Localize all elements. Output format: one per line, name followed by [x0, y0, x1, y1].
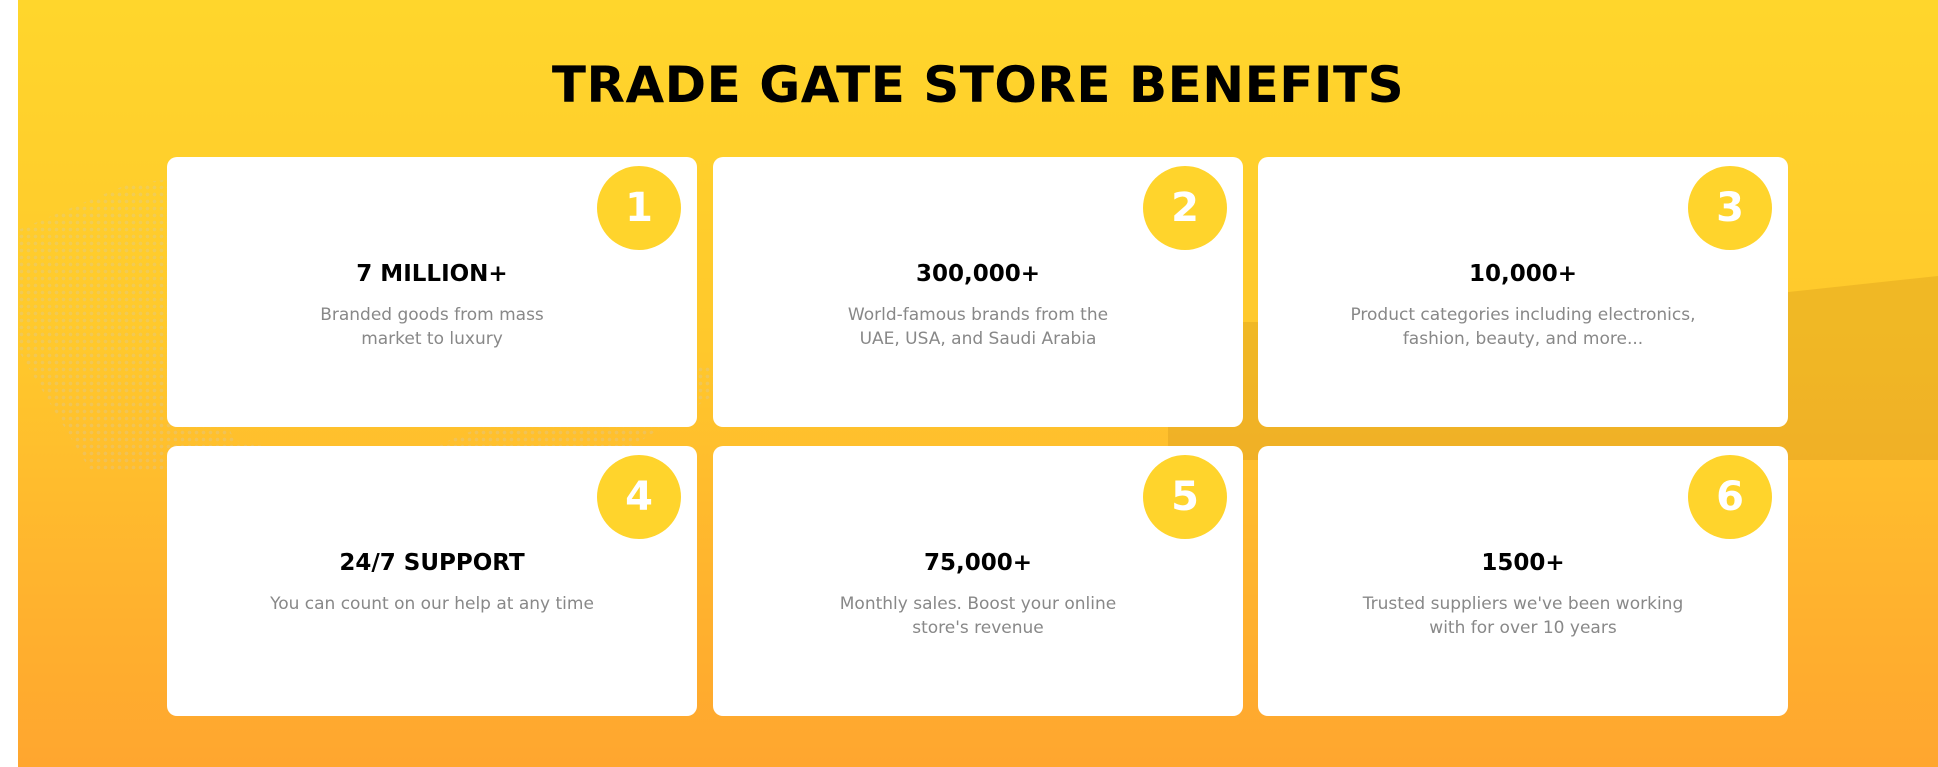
benefit-description: Monthly sales. Boost your online store's… — [839, 594, 1117, 638]
benefit-card: 6 1500+ Trusted suppliers we've been wor… — [1258, 446, 1788, 716]
benefit-description: Branded goods from mass market to luxury — [320, 305, 544, 349]
benefits-section: TRADE GATE STORE BENEFITS 1 7 MILLION+ B… — [18, 0, 1938, 767]
benefit-heading: 7 MILLION+ — [356, 261, 508, 287]
number-badge: 4 — [597, 455, 681, 539]
benefit-card: 1 7 MILLION+ Branded goods from mass mar… — [167, 157, 697, 427]
benefit-description: World-famous brands from the UAE, USA, a… — [847, 305, 1109, 349]
benefit-heading: 300,000+ — [915, 261, 1041, 287]
number-badge: 5 — [1143, 455, 1227, 539]
benefit-heading: 24/7 SUPPORT — [339, 550, 525, 576]
benefit-heading: 10,000+ — [1468, 261, 1578, 287]
benefit-card: 3 10,000+ Product categories including e… — [1258, 157, 1788, 427]
section-title: TRADE GATE STORE BENEFITS — [551, 56, 1405, 114]
benefit-card: 4 24/7 SUPPORT You can count on our help… — [167, 446, 697, 716]
number-badge: 6 — [1688, 455, 1772, 539]
benefit-description: Trusted suppliers we've been working wit… — [1362, 594, 1684, 638]
benefit-description: You can count on our help at any time — [270, 594, 594, 614]
number-badge: 2 — [1143, 166, 1227, 250]
number-badge: 1 — [597, 166, 681, 250]
benefit-description: Product categories including electronics… — [1350, 305, 1696, 349]
benefit-heading: 75,000+ — [923, 550, 1033, 576]
benefit-card: 2 300,000+ World-famous brands from the … — [713, 157, 1243, 427]
benefit-heading: 1500+ — [1481, 550, 1565, 576]
number-badge: 3 — [1688, 166, 1772, 250]
benefit-card: 5 75,000+ Monthly sales. Boost your onli… — [713, 446, 1243, 716]
